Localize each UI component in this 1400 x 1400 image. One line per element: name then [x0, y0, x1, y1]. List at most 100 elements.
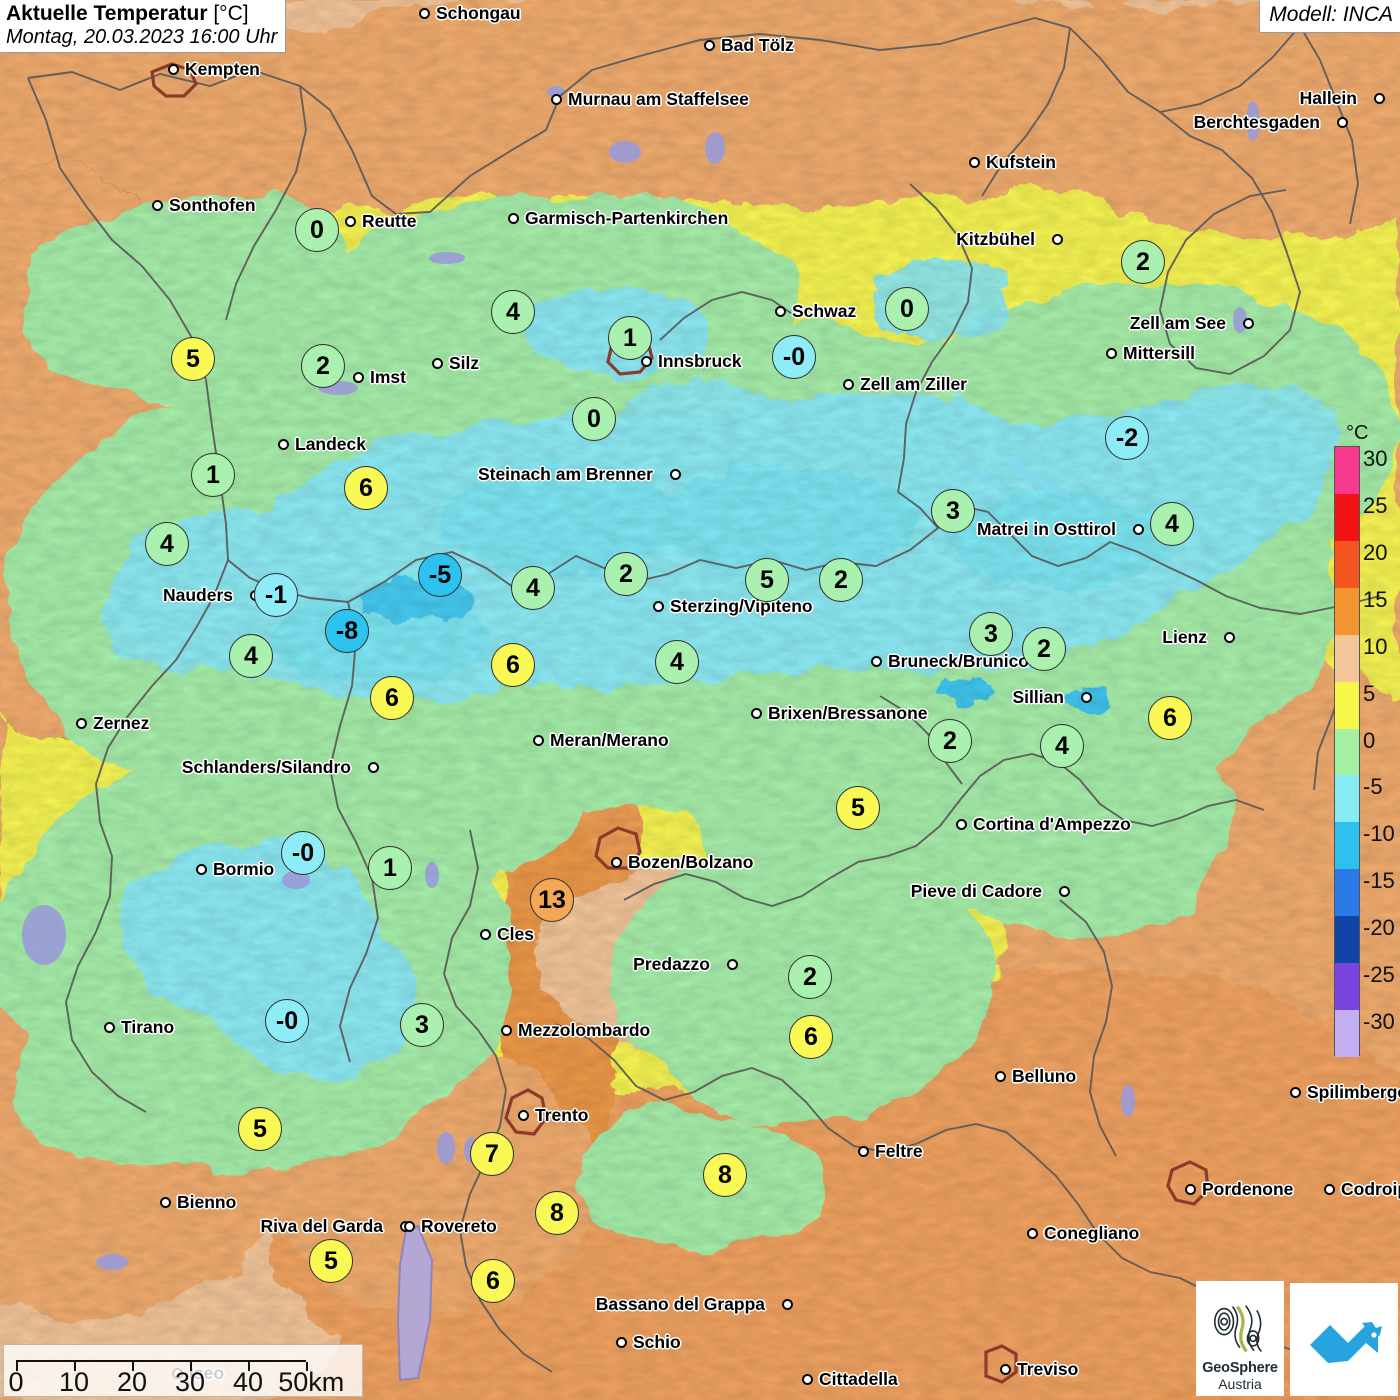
temperature-value-bubble: 5 — [836, 786, 880, 830]
city-label: Sonthofen — [169, 195, 256, 215]
temperature-value-bubble: 0 — [572, 397, 616, 441]
city-label: Sterzing/Vipiteno — [670, 596, 813, 616]
city-label: Cortina d'Ampezzo — [973, 814, 1131, 834]
temperature-value-bubble: 2 — [928, 719, 972, 763]
city-dot-icon — [956, 819, 967, 830]
colorbar-tick: -10 — [1363, 821, 1395, 847]
colorbar-swatch — [1335, 587, 1359, 635]
temperature-value-bubble: 5 — [745, 558, 789, 602]
temperature-value-bubble: 2 — [788, 955, 832, 999]
colorbar-tick: 25 — [1363, 492, 1388, 518]
city-dot-icon — [104, 1022, 115, 1033]
scale-label: 50km — [278, 1367, 345, 1397]
temperature-colorbar: °C 30 25 20 15 10 5 0 -5 -10 -15 -20 -25 -30 — [1334, 422, 1400, 1062]
scale-tick — [190, 1362, 192, 1371]
colorbar-swatch — [1335, 540, 1359, 588]
colorbar-swatch — [1335, 493, 1359, 541]
map-timestamp: Montag, 20.03.2023 16:00 Uhr — [6, 25, 278, 48]
temperature-value-bubble: 2 — [604, 552, 648, 596]
scale-tick — [306, 1362, 308, 1371]
city-dot-icon — [551, 94, 562, 105]
city-dot-icon — [611, 857, 622, 868]
geosphere-label-line2: Austria — [1218, 1376, 1262, 1392]
city-dot-icon — [1224, 632, 1235, 643]
city-label: Mittersill — [1123, 343, 1195, 363]
city-label: Treviso — [1017, 1359, 1079, 1379]
city-label: Zernez — [93, 713, 150, 733]
temperature-value-bubble: 6 — [344, 466, 388, 510]
temperature-value-bubble: 2 — [819, 558, 863, 602]
colorbar-swatch — [1335, 916, 1359, 964]
city-label: Schongau — [436, 3, 521, 23]
city-label: Pieve di Cadore — [910, 881, 1042, 901]
city-label: Trento — [535, 1105, 589, 1125]
city-label: Rovereto — [421, 1216, 497, 1236]
city-label: Sillian — [1012, 687, 1064, 707]
city-label: Zell am Ziller — [860, 374, 967, 394]
city-label: Kempten — [185, 59, 260, 79]
city-dot-icon — [843, 379, 854, 390]
temperature-value-bubble: -0 — [281, 831, 325, 875]
scale-bar-axis — [16, 1360, 308, 1371]
city-label: Garmisch-Partenkirchen — [525, 208, 729, 228]
city-label: Kufstein — [986, 152, 1056, 172]
temperature-value-bubble: 4 — [491, 290, 535, 334]
temperature-value-bubble: 1 — [608, 316, 652, 360]
colorbar-tick: -30 — [1363, 1009, 1395, 1035]
city-dot-icon — [775, 306, 786, 317]
city-label: Lienz — [1162, 627, 1207, 647]
map-title-box: Aktuelle Temperatur [°C] Montag, 20.03.2… — [0, 0, 287, 53]
city-dot-icon — [368, 762, 379, 773]
city-label: Bormio — [213, 859, 275, 879]
temperature-value-bubble: 4 — [145, 522, 189, 566]
city-label: Feltre — [875, 1141, 923, 1161]
colorbar-swatch — [1335, 869, 1359, 917]
city-label: Berchtesgaden — [1193, 112, 1320, 132]
city-label: Schio — [633, 1332, 681, 1352]
city-label: Imst — [370, 367, 406, 387]
city-dot-icon — [278, 439, 289, 450]
city-label: Kitzbühel — [956, 229, 1035, 249]
temperature-value-bubble: 1 — [191, 453, 235, 497]
temperature-value-bubble: 3 — [969, 612, 1013, 656]
city-label: Belluno — [1012, 1066, 1077, 1086]
city-label: Steinach am Brenner — [477, 464, 653, 484]
city-label: Conegliano — [1044, 1223, 1140, 1243]
model-label: Modell: INCA — [1259, 0, 1400, 33]
colorbar-swatch — [1335, 634, 1359, 682]
city-dot-icon — [1243, 318, 1254, 329]
temperature-value-bubble: 6 — [471, 1259, 515, 1303]
city-label: Tirano — [121, 1017, 175, 1037]
colorbar-tick: -20 — [1363, 915, 1395, 941]
temperature-value-bubble: 2 — [301, 344, 345, 388]
colorbar-unit: °C — [1346, 422, 1369, 444]
colorbar-tick: 15 — [1363, 586, 1388, 612]
city-dot-icon — [871, 656, 882, 667]
temperature-value-bubble: 2 — [1121, 240, 1165, 284]
city-label: Bozen/Bolzano — [628, 852, 754, 872]
temperature-value-bubble: 6 — [1148, 696, 1192, 740]
city-dot-icon — [501, 1025, 512, 1036]
city-dot-icon — [670, 469, 681, 480]
colorbar-swatch — [1335, 1010, 1359, 1057]
scale-label: 20 — [116, 1367, 148, 1397]
temperature-value-bubble: 4 — [229, 634, 273, 678]
city-label: Spilimbergo — [1307, 1082, 1400, 1102]
city-label: Reutte — [362, 211, 417, 231]
temperature-value-bubble: 2 — [1022, 627, 1066, 671]
city-label: Cles — [497, 924, 534, 944]
city-dot-icon — [1081, 692, 1092, 703]
temperature-value-bubble: 7 — [470, 1132, 514, 1176]
city-dot-icon — [1324, 1184, 1335, 1195]
scale-tick — [248, 1362, 250, 1371]
city-dot-icon — [969, 157, 980, 168]
city-label: Zell am See — [1129, 313, 1226, 333]
city-dot-icon — [727, 959, 738, 970]
scale-bar: 0 10 20 30 40 50km — [3, 1344, 363, 1397]
scale-label: 40 — [232, 1367, 264, 1397]
colorbar-swatch — [1335, 681, 1359, 729]
colorbar-tick-labels: 30 25 20 15 10 5 0 -5 -10 -15 -20 -25 -30 — [1363, 446, 1400, 1056]
temperature-value-bubble: 13 — [530, 878, 574, 922]
city-dot-icon — [419, 8, 430, 19]
city-label: Bruneck/Brunico — [888, 651, 1029, 671]
